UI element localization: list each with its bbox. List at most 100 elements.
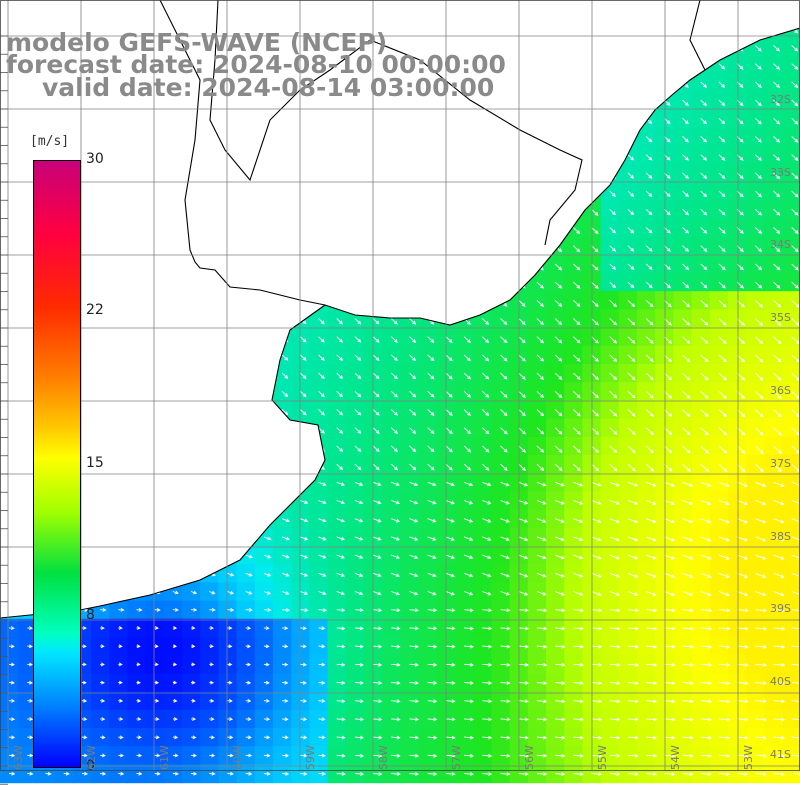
wind-arrow xyxy=(390,318,398,325)
wind-arrow xyxy=(572,409,581,417)
wind-arrow xyxy=(682,572,694,578)
wind-arrow xyxy=(172,717,178,721)
wind-arrow xyxy=(682,172,689,179)
wind-arrow xyxy=(481,463,490,471)
wind-arrow xyxy=(737,717,749,722)
wind-cell xyxy=(782,564,800,583)
wind-arrow xyxy=(299,372,307,379)
wind-arrow xyxy=(500,354,508,362)
wind-arrow xyxy=(463,354,471,362)
wind-arrow xyxy=(463,463,472,471)
wind-arrow xyxy=(518,372,526,380)
wind-arrow xyxy=(755,572,767,578)
wind-arrow xyxy=(118,735,124,740)
wind-arrow xyxy=(718,699,731,704)
wind-arrow xyxy=(263,735,271,740)
wind-arrow xyxy=(645,572,657,578)
wind-arrow xyxy=(536,554,547,560)
wind-arrow xyxy=(445,626,456,631)
wind-arrow xyxy=(390,336,398,343)
wind-arrow xyxy=(773,154,781,161)
wind-arrow xyxy=(100,735,106,740)
wind-arrow xyxy=(336,772,346,776)
wind-cell xyxy=(782,345,800,365)
wind-arrow xyxy=(464,662,474,667)
wind-arrow xyxy=(482,591,492,596)
wind-arrow xyxy=(554,445,563,453)
wind-arrow xyxy=(191,680,196,685)
wind-arrow xyxy=(409,591,419,596)
wind-arrow xyxy=(627,572,639,578)
wind-arrow xyxy=(372,591,382,596)
wind-arrow xyxy=(737,608,749,613)
wind-arrow xyxy=(773,99,780,107)
wind-arrow xyxy=(737,626,749,631)
wind-arrow xyxy=(336,354,344,361)
wind-arrow xyxy=(718,63,726,70)
wind-arrow xyxy=(718,154,726,161)
wind-arrow xyxy=(627,608,639,613)
wind-arrow xyxy=(482,500,492,505)
wind-arrow xyxy=(336,735,346,740)
wind-arrow xyxy=(754,190,762,198)
wind-arrow xyxy=(573,626,584,631)
wind-arrow xyxy=(754,81,762,88)
wind-arrow xyxy=(245,572,253,577)
wind-arrow xyxy=(773,644,786,649)
wind-arrow xyxy=(427,608,438,613)
wind-arrow xyxy=(445,372,453,380)
wind-arrow xyxy=(554,281,563,289)
wind-arrow xyxy=(791,245,799,253)
wind-arrow xyxy=(609,245,616,252)
wind-arrow xyxy=(445,500,455,505)
wind-arrow xyxy=(500,699,511,704)
wind-arrow xyxy=(718,336,727,345)
wind-cell xyxy=(782,72,800,92)
wind-arrow xyxy=(318,354,325,361)
wind-arrow xyxy=(536,445,545,453)
wind-arrow xyxy=(664,644,676,649)
wind-arrow xyxy=(700,208,708,216)
wind-arrow xyxy=(263,680,270,685)
wind-arrow xyxy=(300,644,307,649)
wind-arrow xyxy=(627,663,639,667)
wind-arrow xyxy=(136,608,143,612)
wind-arrow xyxy=(536,626,548,631)
wind-arrow xyxy=(318,699,326,703)
wind-arrow xyxy=(300,536,309,541)
wind-arrow xyxy=(536,572,547,578)
wind-arrow xyxy=(682,409,691,418)
wind-arrow xyxy=(27,626,33,631)
wind-arrow xyxy=(172,590,179,595)
wind-arrow xyxy=(372,354,380,361)
wind-arrow xyxy=(536,281,544,289)
wind-arrow xyxy=(336,409,344,416)
wind-arrow xyxy=(754,409,764,418)
wind-arrow xyxy=(664,591,675,597)
wind-arrow xyxy=(372,372,380,380)
wind-arrow xyxy=(627,591,639,596)
lat-label: 39S xyxy=(770,602,791,615)
wind-arrow xyxy=(481,427,490,435)
wind-arrow xyxy=(773,336,782,345)
wind-arrow xyxy=(518,409,526,417)
wind-arrow xyxy=(627,263,635,270)
wind-arrow xyxy=(627,717,639,722)
wind-arrow xyxy=(409,500,419,505)
wind-arrow xyxy=(591,208,599,216)
wind-arrow xyxy=(9,735,16,740)
coastline xyxy=(0,0,800,619)
wind-arrow xyxy=(427,772,438,776)
wind-arrow xyxy=(682,99,689,106)
wind-arrow xyxy=(754,136,762,143)
wind-arrow xyxy=(336,318,343,325)
wind-arrow xyxy=(482,772,493,776)
wind-arrow xyxy=(682,208,689,216)
wind-arrow xyxy=(718,318,727,326)
wind-arrow xyxy=(591,644,603,649)
wind-arrow xyxy=(373,681,383,685)
wind-arrow xyxy=(227,753,234,758)
wind-arrow xyxy=(518,681,529,685)
wind-arrow xyxy=(718,409,728,418)
wind-arrow xyxy=(609,390,618,399)
